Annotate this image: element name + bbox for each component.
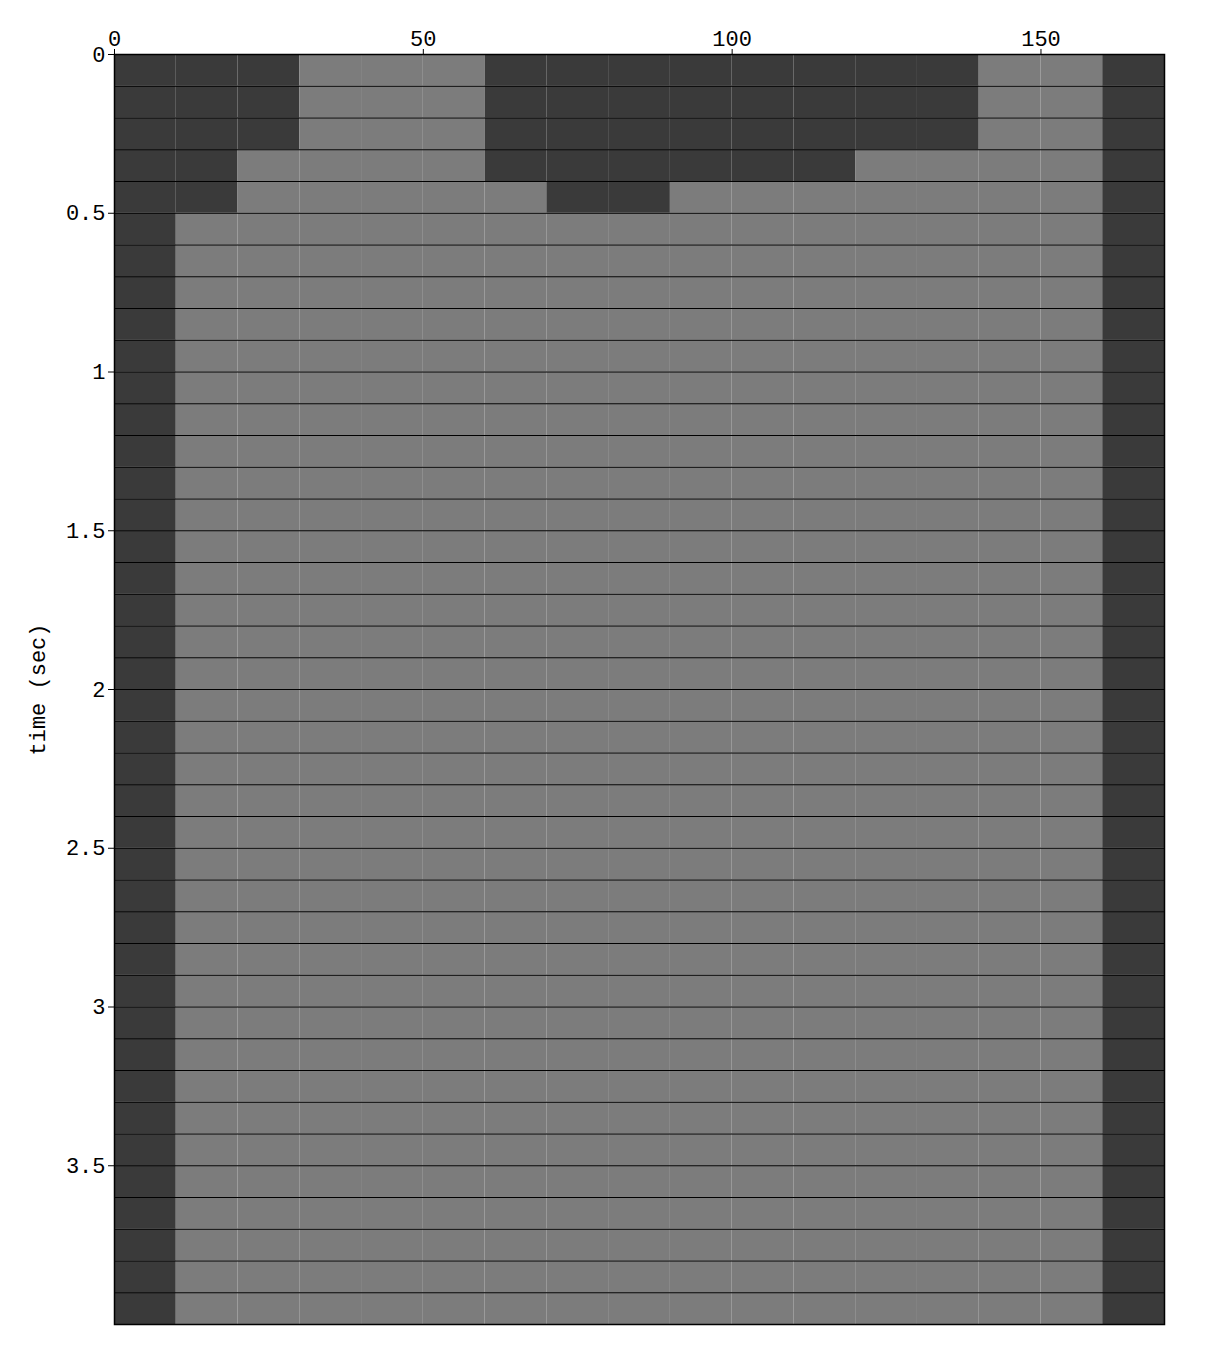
svg-text:3: 3 <box>92 996 105 1021</box>
svg-text:0: 0 <box>108 28 121 53</box>
svg-text:150: 150 <box>1021 28 1061 53</box>
svg-text:2.5: 2.5 <box>66 837 106 862</box>
svg-text:1.5: 1.5 <box>66 520 106 545</box>
svg-text:1: 1 <box>92 361 105 386</box>
svg-text:100: 100 <box>712 28 752 53</box>
svg-text:3.5: 3.5 <box>66 1155 106 1180</box>
svg-text:time (sec): time (sec) <box>27 623 52 755</box>
svg-text:50: 50 <box>410 28 436 53</box>
svg-text:0.5: 0.5 <box>66 202 106 227</box>
svg-text:2: 2 <box>92 679 105 704</box>
svg-text:0: 0 <box>92 44 105 69</box>
